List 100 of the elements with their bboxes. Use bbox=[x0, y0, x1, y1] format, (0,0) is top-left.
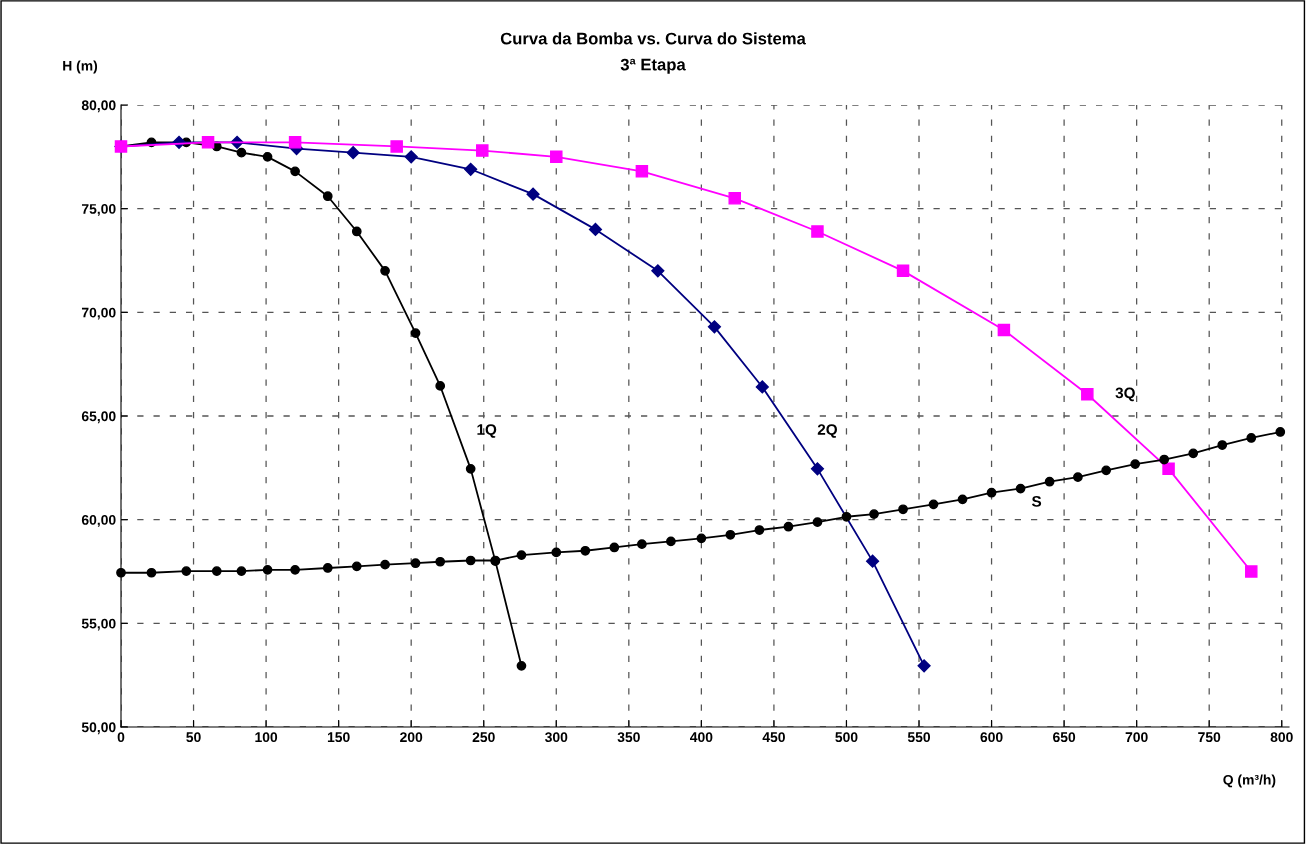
point bbox=[1245, 565, 1258, 578]
point bbox=[898, 504, 908, 515]
point bbox=[666, 536, 676, 547]
y-tick-label: 55,00 bbox=[81, 618, 116, 631]
point bbox=[1217, 440, 1228, 450]
point bbox=[410, 558, 421, 569]
chart-title: Curva da Bomba vs. Curva do Sistema bbox=[500, 32, 806, 45]
series-label: S bbox=[1031, 496, 1042, 507]
x-tick-label: 550 bbox=[907, 732, 931, 743]
point bbox=[516, 550, 527, 560]
chart-subtitle: 3ª Etapa bbox=[620, 58, 686, 74]
point bbox=[696, 533, 707, 544]
point bbox=[841, 511, 852, 522]
point bbox=[1073, 472, 1083, 483]
point bbox=[869, 509, 879, 519]
point bbox=[290, 166, 300, 177]
point bbox=[783, 521, 794, 532]
x-tick-label: 250 bbox=[472, 732, 495, 743]
x-tick-label: 50 bbox=[186, 732, 201, 743]
point bbox=[351, 226, 362, 237]
x-tick-label: 300 bbox=[545, 732, 568, 743]
point bbox=[211, 566, 222, 576]
point bbox=[435, 381, 446, 391]
point bbox=[262, 151, 273, 162]
point bbox=[707, 320, 722, 334]
point bbox=[986, 487, 997, 498]
point bbox=[1044, 476, 1055, 487]
point bbox=[262, 564, 273, 575]
point bbox=[346, 146, 360, 160]
point bbox=[476, 144, 489, 157]
x-tick-label: 0 bbox=[117, 732, 125, 743]
point bbox=[917, 659, 931, 673]
x-tick-label: 650 bbox=[1053, 732, 1076, 743]
point bbox=[1159, 454, 1170, 465]
point bbox=[288, 136, 302, 149]
series-label: 1Q bbox=[477, 424, 497, 438]
x-tick-label: 350 bbox=[617, 732, 640, 743]
point bbox=[351, 561, 362, 572]
point bbox=[116, 567, 126, 578]
y-tick-label: 75,00 bbox=[81, 204, 116, 216]
x-tick-label: 500 bbox=[835, 732, 858, 743]
point bbox=[957, 494, 968, 505]
point bbox=[201, 136, 215, 149]
point bbox=[322, 563, 333, 573]
y-tick-label: 65,00 bbox=[81, 411, 116, 424]
point bbox=[812, 517, 823, 528]
point bbox=[754, 525, 765, 535]
x-tick-label: 700 bbox=[1125, 732, 1148, 743]
point bbox=[236, 147, 247, 158]
y-axis-title: H (m) bbox=[63, 60, 98, 74]
x-tick-label: 150 bbox=[327, 732, 350, 743]
point bbox=[146, 567, 157, 578]
point bbox=[811, 225, 824, 238]
point bbox=[997, 323, 1011, 337]
point bbox=[928, 499, 939, 510]
point bbox=[464, 162, 478, 176]
series-label: 3Q bbox=[1115, 387, 1135, 402]
point bbox=[404, 150, 418, 164]
point bbox=[551, 547, 562, 558]
point bbox=[728, 192, 741, 205]
x-tick-label: 450 bbox=[762, 732, 785, 743]
point bbox=[465, 464, 476, 474]
point bbox=[290, 564, 300, 575]
y-tick-label: 80,00 bbox=[81, 100, 116, 113]
point bbox=[1015, 483, 1026, 494]
point bbox=[410, 328, 421, 338]
y-tick-label: 70,00 bbox=[81, 307, 116, 320]
point bbox=[755, 380, 769, 394]
y-tick-label: 50,00 bbox=[81, 722, 116, 735]
point bbox=[380, 266, 390, 276]
point bbox=[435, 556, 446, 567]
point bbox=[526, 187, 540, 201]
point bbox=[651, 264, 665, 278]
point bbox=[1162, 462, 1175, 476]
series-label: 2Q bbox=[817, 424, 837, 438]
point bbox=[236, 566, 247, 576]
point bbox=[465, 555, 476, 566]
point bbox=[1081, 387, 1094, 401]
point bbox=[380, 559, 390, 570]
point bbox=[516, 660, 527, 671]
x-tick-label: 200 bbox=[400, 732, 423, 743]
point bbox=[810, 462, 825, 476]
x-tick-label: 800 bbox=[1270, 732, 1293, 743]
point bbox=[550, 150, 563, 164]
point bbox=[322, 191, 333, 202]
point bbox=[1188, 448, 1199, 459]
point bbox=[725, 529, 736, 540]
point bbox=[635, 165, 649, 178]
point bbox=[390, 140, 403, 153]
point bbox=[609, 542, 620, 553]
y-tick-label: 60,00 bbox=[81, 515, 116, 527]
x-axis-title: Q (m³/h) bbox=[1223, 774, 1276, 788]
point bbox=[1275, 427, 1286, 437]
x-tick-label: 400 bbox=[690, 732, 713, 743]
point bbox=[865, 554, 880, 568]
point bbox=[580, 545, 591, 556]
point bbox=[1101, 465, 1112, 476]
x-tick-label: 600 bbox=[980, 732, 1003, 743]
point bbox=[637, 539, 647, 549]
point bbox=[1130, 459, 1141, 469]
